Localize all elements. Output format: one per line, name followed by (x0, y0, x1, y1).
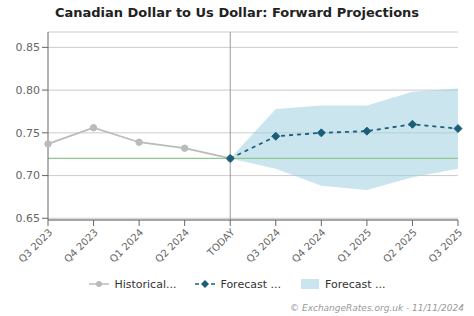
svg-text:0.65: 0.65 (16, 212, 41, 225)
html-text:Forecast ...: Forecast ... (325, 277, 386, 291)
svg-text:0.85: 0.85 (16, 41, 41, 54)
html-text:Historical...: Historical... (114, 277, 177, 291)
svg-text:Q4 2024: Q4 2024 (290, 227, 328, 265)
svg-text:0.70: 0.70 (16, 169, 41, 182)
svg-text:Q1 2024: Q1 2024 (107, 227, 145, 265)
svg-text:TODAY: TODAY (204, 226, 237, 259)
svg-text:0.80: 0.80 (16, 84, 41, 97)
svg-text:Q2 2024: Q2 2024 (153, 227, 191, 265)
svg-text:Q4 2023: Q4 2023 (62, 227, 100, 265)
svg-text:Q3 2024: Q3 2024 (244, 227, 282, 265)
svg-text:Q3 2025: Q3 2025 (426, 227, 464, 265)
svg-text:Q1 2025: Q1 2025 (335, 227, 373, 265)
html-text:Canadian Dollar to Us Dollar:: Canadian Dollar to Us Dollar: Forward Pr… (54, 5, 420, 20)
svg-text:Q3 2023: Q3 2023 (16, 227, 54, 265)
svg-text:0.75: 0.75 (16, 127, 41, 140)
html-text:© ExchangeRates.org.uk - 11/11: © ExchangeRates.org.uk - 11/11/2024 (290, 303, 464, 313)
html-text:Forecast ...: Forecast ... (220, 277, 281, 291)
svg-text:Q2 2025: Q2 2025 (381, 227, 419, 265)
